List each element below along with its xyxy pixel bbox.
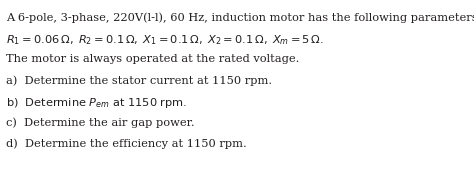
Text: b)  Determine $P_{em}$ at 1150 rpm.: b) Determine $P_{em}$ at 1150 rpm. [6, 96, 187, 110]
Text: A 6-pole, 3-phase, 220V(l-l), 60 Hz, induction motor has the following parameter: A 6-pole, 3-phase, 220V(l-l), 60 Hz, ind… [6, 12, 474, 23]
Text: a)  Determine the stator current at 1150 rpm.: a) Determine the stator current at 1150 … [6, 75, 272, 86]
Text: The motor is always operated at the rated voltage.: The motor is always operated at the rate… [6, 54, 300, 64]
Text: c)  Determine the air gap power.: c) Determine the air gap power. [6, 117, 195, 128]
Text: d)  Determine the efficiency at 1150 rpm.: d) Determine the efficiency at 1150 rpm. [6, 138, 247, 149]
Text: $R_1 = 0.06\,\Omega,\; R_2 = 0.1\,\Omega,\; X_1 = 0.1\,\Omega,\; X_2 = 0.1\,\Ome: $R_1 = 0.06\,\Omega,\; R_2 = 0.1\,\Omega… [6, 33, 324, 47]
